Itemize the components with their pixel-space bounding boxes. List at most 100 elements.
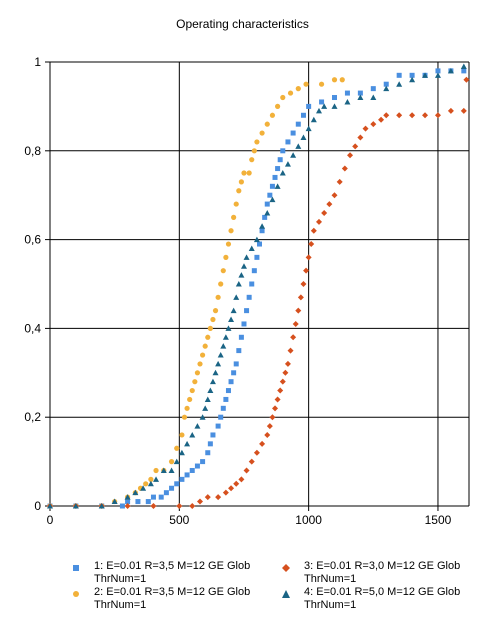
data-point	[331, 192, 338, 199]
data-point	[233, 480, 240, 487]
data-point	[344, 98, 351, 105]
data-point	[200, 459, 206, 465]
data-point	[290, 152, 297, 158]
data-point	[253, 236, 260, 243]
series-1	[47, 68, 467, 509]
data-point	[275, 103, 281, 109]
data-point	[326, 201, 333, 208]
data-point	[189, 431, 196, 438]
data-point	[321, 103, 328, 109]
data-point	[228, 228, 234, 234]
data-point	[257, 241, 262, 247]
data-point	[315, 218, 322, 225]
data-point	[218, 281, 224, 287]
data-point	[341, 165, 348, 172]
data-point	[344, 90, 350, 96]
data-point	[192, 379, 198, 385]
data-point	[218, 414, 224, 420]
data-point	[275, 166, 281, 172]
legend-marker-3	[282, 564, 290, 572]
data-point	[135, 499, 141, 505]
data-point	[231, 214, 237, 220]
data-point	[225, 388, 231, 394]
data-point	[315, 107, 322, 114]
data-point	[310, 227, 317, 234]
series-4	[47, 63, 467, 509]
x-tick-label: 500	[169, 513, 189, 527]
data-point	[264, 209, 271, 216]
data-point	[347, 152, 354, 159]
y-tick-label: 0,6	[24, 233, 41, 247]
data-point	[238, 334, 244, 340]
data-point	[176, 503, 183, 509]
data-point	[238, 476, 245, 483]
data-point	[204, 494, 211, 501]
x-tick-label: 1000	[295, 513, 322, 527]
legend-marker-4	[282, 590, 290, 598]
data-point	[274, 183, 281, 189]
axes	[45, 61, 469, 511]
data-point	[150, 494, 156, 500]
data-point	[308, 241, 315, 248]
data-points	[47, 63, 470, 509]
data-point	[332, 95, 338, 101]
data-point	[223, 396, 229, 402]
data-point	[225, 325, 232, 331]
data-point	[279, 170, 286, 176]
data-point	[220, 405, 226, 411]
data-point	[181, 414, 188, 420]
x-tick-label: 0	[47, 513, 54, 527]
data-point	[153, 467, 159, 474]
data-point	[202, 343, 208, 349]
data-point	[205, 334, 211, 340]
y-tick-label: 0,4	[24, 321, 41, 335]
y-tick-label: 1	[34, 55, 41, 69]
data-point	[306, 103, 312, 109]
data-point	[310, 116, 317, 123]
data-point	[236, 188, 242, 194]
data-point	[150, 503, 157, 509]
data-point	[228, 379, 234, 385]
data-point	[160, 467, 167, 473]
data-point	[199, 414, 206, 420]
legend-marker-2	[73, 591, 79, 597]
data-point	[396, 112, 403, 119]
data-point	[272, 174, 278, 180]
data-point	[215, 294, 221, 300]
chart-title: Operating characteristics	[176, 17, 309, 31]
data-point	[132, 489, 139, 496]
data-point	[274, 396, 281, 403]
data-point	[140, 485, 147, 491]
data-point	[331, 103, 338, 109]
y-tick-label: 0	[34, 499, 41, 513]
data-point	[143, 481, 149, 487]
data-point	[266, 423, 273, 430]
data-point	[284, 360, 291, 367]
data-point	[178, 449, 185, 456]
data-point	[370, 121, 377, 128]
data-point	[212, 308, 219, 314]
data-point	[318, 81, 325, 87]
data-point	[233, 201, 239, 207]
data-point	[235, 281, 242, 287]
data-point	[147, 480, 154, 487]
data-point	[179, 432, 185, 438]
data-point	[370, 86, 376, 92]
data-point	[124, 503, 131, 509]
data-point	[378, 116, 385, 123]
data-point	[197, 498, 204, 505]
data-point	[222, 489, 229, 496]
data-point	[228, 485, 235, 492]
data-point	[295, 143, 302, 149]
data-point	[434, 72, 441, 78]
data-point	[240, 263, 247, 269]
legend-label-1: 1: E=0.01 R=3,5 M=12 GE Glob ThrNum=1	[94, 560, 251, 585]
data-point	[215, 423, 221, 429]
data-point	[259, 440, 266, 447]
data-point	[251, 148, 257, 154]
data-point	[98, 503, 105, 509]
data-point	[280, 148, 286, 154]
data-point	[284, 161, 291, 167]
data-point	[233, 294, 240, 300]
data-point	[303, 267, 310, 274]
